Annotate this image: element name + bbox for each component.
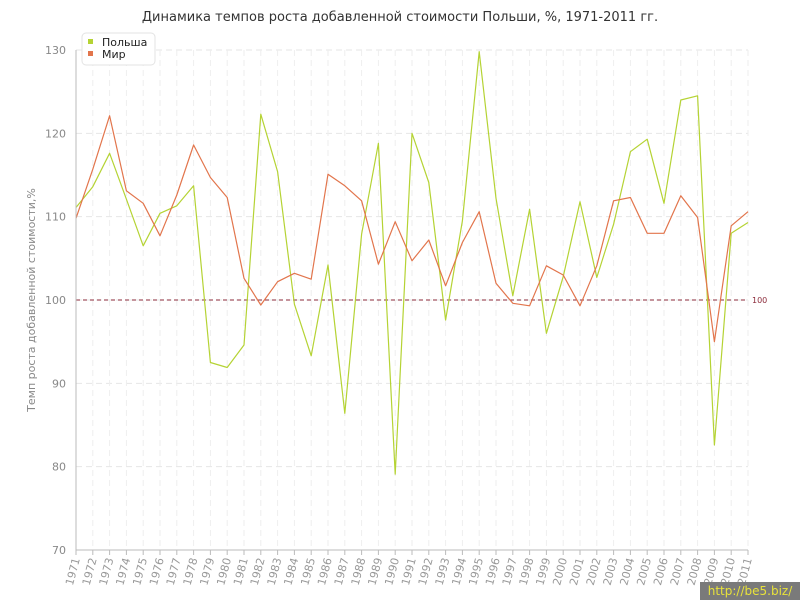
legend-swatch <box>88 39 93 44</box>
reference-line-label: 100 <box>752 296 767 305</box>
legend-swatch <box>88 51 93 56</box>
legend-item-label[interactable]: Мир <box>102 48 126 61</box>
legend-box <box>81 32 156 66</box>
y-axis-title: Темп роста добавленной стоимости,% <box>25 188 38 413</box>
y-tick-label: 110 <box>45 211 66 224</box>
y-tick-label: 80 <box>52 461 66 474</box>
legend-item-label[interactable]: Польша <box>102 36 147 49</box>
series-line-world <box>75 115 749 343</box>
y-tick-label: 100 <box>45 294 66 307</box>
y-tick-label: 130 <box>45 44 66 57</box>
watermark-link[interactable]: http://be5.biz/ <box>700 582 800 600</box>
series-line-poland <box>75 51 749 475</box>
series-group <box>75 51 749 475</box>
chart-title: Динамика темпов роста добавленной стоимо… <box>142 10 658 25</box>
y-tick-label: 90 <box>52 377 66 390</box>
y-tick-label: 70 <box>52 544 66 557</box>
y-tick-label: 120 <box>45 127 66 140</box>
reference-line-group: 100 <box>76 296 767 305</box>
